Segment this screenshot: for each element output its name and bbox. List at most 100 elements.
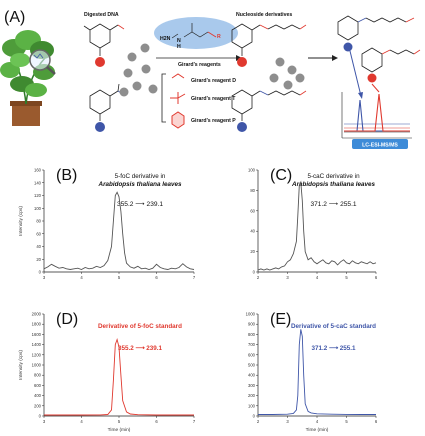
- chromatogram-trace: [44, 337, 194, 416]
- panel-a-letter: (A): [4, 9, 25, 26]
- y-axis-label: Intensity (cps): [18, 350, 24, 380]
- mid-derivative-structure-red: [361, 47, 421, 83]
- lcms-badge: [352, 139, 408, 149]
- y-tick-label: 1000: [32, 363, 42, 368]
- y-tick-label: 1800: [32, 322, 42, 327]
- y-tick-label: 400: [248, 373, 256, 378]
- y-tick-label: 700: [248, 342, 256, 347]
- x-tick-label: 2: [257, 275, 260, 280]
- x-axis-label: Time (min): [108, 427, 131, 433]
- cac-nucleoside-structure: [89, 83, 125, 132]
- x-tick-label: 6: [375, 275, 378, 280]
- y-tick-label: 0: [253, 270, 256, 275]
- chromatogram-trace: [258, 329, 376, 415]
- svg-text:Girard's reagent T: Girard's reagent T: [191, 96, 236, 102]
- panel-letter: (E): [270, 311, 291, 328]
- x-tick-label: 5: [118, 275, 121, 280]
- y-tick-label: 120: [34, 193, 42, 198]
- y-tick-label: 2000: [32, 312, 42, 317]
- y-tick-label: 80: [250, 188, 255, 193]
- nucleoside-derivatives-label: Nucleoside derivatives: [236, 12, 292, 18]
- x-tick-label: 2: [257, 419, 260, 424]
- panel-letter: (B): [56, 167, 77, 184]
- y-tick-label: 1400: [32, 342, 42, 347]
- cac-derivative-structure: [231, 89, 307, 132]
- x-tick-label: 4: [80, 419, 83, 424]
- y-tick-label: 800: [248, 332, 256, 337]
- y-tick-label: 40: [250, 229, 255, 234]
- x-tick-label: 4: [80, 275, 83, 280]
- mrm-transition-label: 371.2 ⟶ 255.1: [310, 201, 356, 208]
- svg-text:N: N: [177, 38, 181, 44]
- x-axis-label: Time (min): [306, 427, 329, 433]
- x-tick-label: 7: [193, 275, 196, 280]
- x-tick-label: 5: [118, 419, 121, 424]
- chart-title: Derivative of 5-caC standard: [291, 323, 376, 330]
- svg-text:Girard's reagent D: Girard's reagent D: [191, 78, 236, 84]
- foc-nucleoside-structure: [83, 23, 125, 67]
- reagent-bracket: [161, 73, 166, 123]
- y-tick-label: 60: [250, 208, 255, 213]
- y-tick-label: 500: [248, 363, 256, 368]
- x-tick-label: 5: [345, 419, 348, 424]
- y-tick-label: 100: [248, 168, 256, 173]
- svg-text:H: H: [177, 44, 181, 50]
- y-tick-label: 200: [248, 393, 256, 398]
- y-tick-label: 80: [36, 219, 41, 224]
- reagent-t-structure: Girard's reagent T: [170, 92, 236, 104]
- y-tick-label: 900: [248, 322, 256, 327]
- lcms-label: LC-ESI-MS/MS: [362, 143, 398, 149]
- x-tick-label: 3: [286, 275, 289, 280]
- y-tick-label: 100: [248, 403, 256, 408]
- magnifier-icon: [29, 49, 56, 75]
- y-tick-label: 1000: [246, 312, 256, 317]
- derivative-spheres: [269, 57, 305, 90]
- y-tick-label: 1600: [32, 332, 42, 337]
- panel-a-scheme: (A) Digested DNA: [0, 9, 421, 149]
- x-tick-label: 6: [375, 419, 378, 424]
- x-tick-label: 4: [316, 419, 319, 424]
- y-tick-label: 140: [34, 180, 42, 185]
- y-tick-label: 0: [39, 414, 42, 419]
- digested-dna-label: Digested DNA: [84, 12, 119, 18]
- x-tick-label: 3: [43, 275, 46, 280]
- y-tick-label: 60: [36, 231, 41, 236]
- mrm-transition-label: 355.2 ⟶ 239.1: [118, 345, 163, 352]
- svg-text:H2N: H2N: [160, 36, 171, 42]
- chromatogram-trace: [257, 180, 377, 271]
- x-tick-label: 3: [286, 419, 289, 424]
- y-tick-label: 20: [36, 257, 41, 262]
- y-tick-label: 200: [34, 403, 42, 408]
- reagent-p-structure: Girard's reagent P: [171, 111, 236, 129]
- y-tick-label: 40: [36, 244, 41, 249]
- chart-subtitle: Arabidopsis thaliana leaves: [98, 181, 182, 188]
- x-tick-label: 6: [155, 419, 158, 424]
- chart-title: Derivative of 5-foC standard: [98, 323, 182, 330]
- y-tick-label: 800: [34, 373, 42, 378]
- chart-subtitle: Arabidopsis thaliana leaves: [291, 181, 375, 188]
- y-tick-label: 100: [34, 206, 42, 211]
- x-tick-label: 6: [155, 275, 158, 280]
- plant-icon: [0, 30, 55, 126]
- other-nucleosides-spheres: [119, 43, 158, 97]
- y-tick-label: 160: [34, 168, 42, 173]
- girard-reagents-label: Girard's reagents: [178, 62, 221, 68]
- svg-text:Girard's reagent P: Girard's reagent P: [191, 118, 236, 124]
- chromatogram-trace: [43, 191, 195, 270]
- top-derivative-structure-blue: [337, 15, 415, 52]
- y-tick-label: 400: [34, 393, 42, 398]
- x-tick-label: 4: [316, 275, 319, 280]
- x-tick-label: 5: [345, 275, 348, 280]
- y-axis-label: Intensity (cps): [18, 206, 24, 236]
- y-tick-label: 300: [248, 383, 256, 388]
- panel-letter: (D): [56, 311, 78, 328]
- y-tick-label: 20: [250, 249, 255, 254]
- svg-text:R: R: [217, 34, 221, 40]
- y-tick-label: 0: [253, 414, 256, 419]
- panel-letter: (C): [270, 167, 292, 184]
- foc-derivative-structure: [231, 23, 307, 67]
- girard-reagent-structure: H2N N H R: [160, 23, 221, 50]
- x-tick-label: 3: [43, 419, 46, 424]
- chromatogram-mini: [341, 50, 412, 139]
